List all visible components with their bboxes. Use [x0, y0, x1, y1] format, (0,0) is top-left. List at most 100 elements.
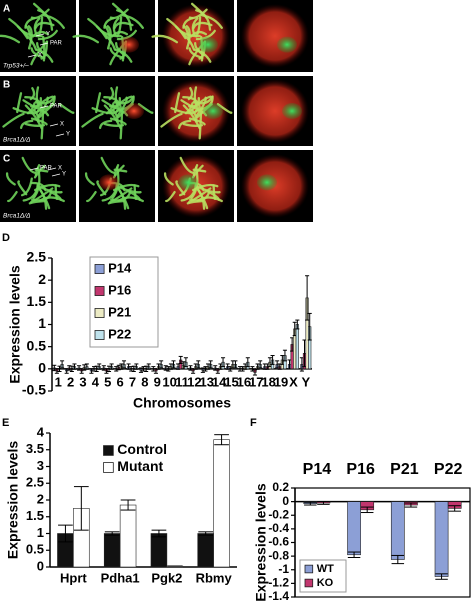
chromosome: [189, 30, 208, 38]
marker-label: X: [60, 122, 64, 128]
error-bar: [73, 486, 89, 531]
panel-letter: F: [250, 417, 257, 429]
error-bar: [163, 365, 168, 371]
error-bar: [208, 360, 213, 369]
chromosome: [116, 15, 123, 38]
chromosome: [115, 184, 130, 210]
x-tick-label: 5: [104, 374, 111, 389]
marker-arrow: [35, 33, 45, 37]
error-bar: [200, 367, 205, 373]
y-tick-label: 1.5: [27, 293, 47, 309]
chromosome: [42, 14, 65, 29]
x-tick-label: X: [289, 374, 298, 389]
chromosome: [28, 199, 46, 205]
chromosome: [20, 177, 33, 197]
bar: [434, 501, 449, 577]
sex-body: [203, 103, 223, 119]
y-tick-label: -1.4: [268, 589, 289, 603]
chromosome: [187, 87, 194, 101]
x-tick-label: 14: [212, 374, 227, 389]
marker-arrow: [39, 105, 49, 109]
error-bar: [134, 363, 139, 370]
y-tick-label: -0.4: [268, 521, 289, 535]
marker-label: PAR: [50, 104, 63, 110]
legend-swatch: [94, 286, 105, 296]
chromosome: [36, 184, 51, 210]
red-signal: [241, 79, 309, 143]
error-bar: [104, 368, 109, 374]
chromosome: [109, 96, 122, 108]
error-bar: [196, 360, 201, 369]
error-bar: [54, 368, 59, 374]
error-bar: [104, 531, 120, 536]
legend-swatch: [304, 564, 314, 574]
chromosome: [175, 180, 186, 196]
chromosome: [98, 119, 113, 130]
error-bar: [178, 355, 183, 365]
chromosome: [133, 184, 138, 201]
sex-body: [178, 174, 198, 191]
y-tick-label: -0.2: [268, 507, 289, 521]
chromosome: [58, 103, 75, 114]
y-tick-label: 2: [37, 491, 44, 506]
error-bar: [82, 364, 87, 371]
chromosome: [29, 87, 36, 101]
chromosome: [16, 92, 23, 114]
marker-label: X: [58, 166, 62, 172]
chromosome: [84, 172, 95, 186]
chromosome: [109, 95, 133, 114]
y-tick-label: 0.5: [27, 337, 47, 353]
chromosome: [212, 184, 217, 201]
y-tick-label: 0: [282, 494, 289, 508]
error-bar: [245, 357, 250, 368]
error-bar: [360, 506, 374, 514]
chromosome: [48, 190, 62, 201]
legend: WT KO: [299, 559, 347, 593]
marker-arrow: [47, 167, 57, 171]
x-tick-label: P22: [434, 461, 463, 478]
marker-arrow: [51, 173, 61, 177]
error-bar: [198, 531, 214, 536]
bar: [150, 533, 168, 568]
chromosome: [182, 104, 201, 130]
error-bar: [151, 529, 167, 538]
error-bar: [72, 363, 77, 370]
error-bar: [404, 502, 418, 508]
y-tick-label: 2.5: [26, 475, 44, 490]
chromosome: [194, 184, 209, 210]
bar: [390, 501, 405, 560]
chromosome: [166, 17, 187, 40]
legend-swatch: [103, 462, 114, 473]
error-bar: [109, 363, 114, 370]
y-tick-label: 0.2: [272, 480, 289, 494]
y-tick-label: 0: [38, 360, 46, 376]
marker-arrow: [39, 42, 49, 46]
chromosome: [188, 96, 201, 108]
error-bar: [214, 434, 229, 446]
chromosome: [17, 180, 28, 196]
x-tick-label: Pdha1: [101, 570, 140, 585]
chromosome: [103, 122, 125, 127]
y-tick-label: -1: [278, 562, 289, 576]
error-bar: [60, 360, 65, 369]
chromosome: [182, 17, 194, 29]
chromosome: [34, 168, 49, 173]
y-axis-title: Expression levels: [7, 265, 23, 384]
x-tick-label: 6: [116, 374, 123, 389]
error-bar: [69, 365, 74, 372]
x-tick-label: 19: [274, 374, 288, 389]
panel-letter: A: [3, 4, 10, 15]
error-bar: [295, 319, 300, 330]
y-tick-label: 3.5: [26, 441, 44, 456]
chromosome: [24, 17, 36, 29]
error-bar: [97, 363, 102, 370]
error-bar: [121, 360, 127, 369]
y-tick-label: 4: [37, 424, 45, 439]
legend-label: Control: [117, 441, 167, 457]
x-tick-label: 11: [175, 374, 189, 389]
chromosome: [110, 30, 129, 38]
sex-body: [99, 174, 119, 191]
x-tick-label: P21: [390, 461, 419, 478]
error-bar: [270, 355, 275, 365]
